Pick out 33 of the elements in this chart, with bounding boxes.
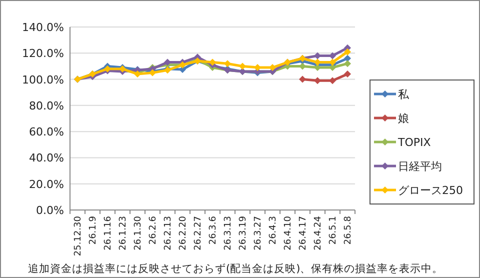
x-tick-label: 26.4.3 [268,216,278,245]
x-tick-label: 26.3.27 [254,216,264,250]
y-tick-label: 100.0% [22,73,64,86]
legend-label: 娘 [398,112,409,125]
y-tick-label: 120.0% [22,47,64,60]
x-tick-label: 26.4.17 [298,216,308,250]
text: 追加資金は損益率には反映させておらず(配当金は反映)、保有株の損益率を表示中。 [28,262,444,275]
legend-label: 私 [398,88,410,101]
x-tick-label: 26.1.9 [88,216,98,245]
legend-label: TOPIX [397,136,432,149]
x-tick-label: 26.1.16 [104,216,114,250]
x-tick-label: 26.2.20 [178,216,188,250]
legend-label: 日経平均 [398,160,442,173]
x-tick-label: 26.1.23 [118,216,128,250]
x-tick-label: 26.4.24 [314,216,324,250]
y-tick-label: 140.0% [22,21,64,34]
y-tick-label: 20.0% [29,178,64,191]
x-tick-label: 26.3.13 [224,216,234,250]
x-tick-label: 26.3.19 [238,216,248,250]
y-tick-label: 40.0% [29,152,64,165]
x-tick-label: 25.12.30 [74,216,84,256]
x-tick-label: 26.2.13 [164,216,174,250]
y-tick-label: 0.0% [36,204,64,217]
y-tick-label: 60.0% [29,126,64,139]
x-tick-label: 26.5.8 [344,216,354,245]
legend-label: グロース250 [398,184,463,197]
y-tick-label: 80.0% [29,99,64,112]
x-tick-label: 26.2.27 [194,216,204,250]
x-tick-label: 26.4.10 [284,216,294,250]
x-tick-label: 26.2.6 [148,216,158,245]
x-tick-label: 26.5.1 [328,216,338,245]
x-tick-label: 26.3.6 [208,216,218,245]
x-tick-label: 26.1.30 [134,216,144,250]
